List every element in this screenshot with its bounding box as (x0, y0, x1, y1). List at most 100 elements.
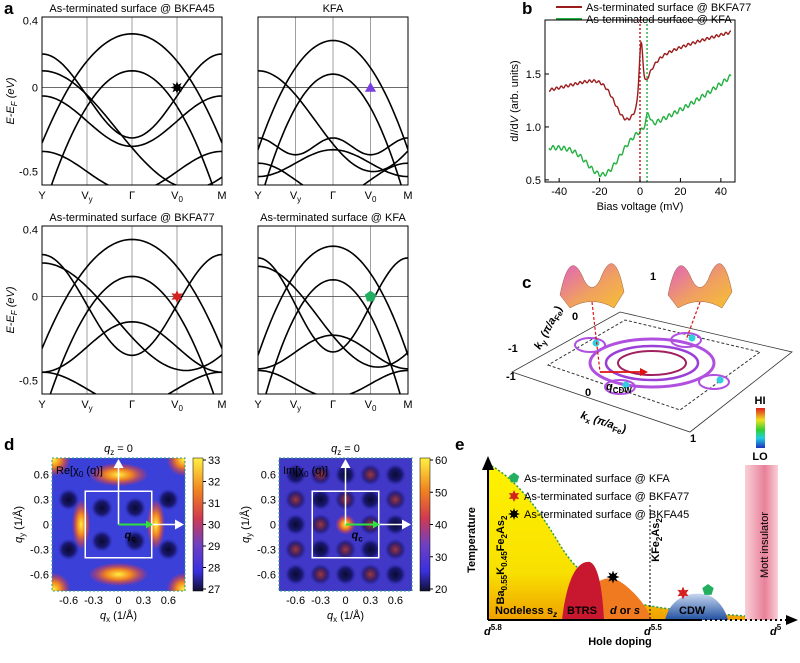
fermi-pocket (670, 332, 702, 348)
hot-region (166, 572, 185, 591)
text-part: (1/Å) (110, 609, 137, 622)
colorbar (756, 408, 765, 448)
text-part: V (365, 399, 373, 411)
y-tick-label: 0.5 (526, 175, 541, 187)
cold-region (157, 538, 180, 561)
text-part: (1/Å) (12, 506, 25, 533)
arrowhead (340, 459, 351, 468)
cold-region (384, 463, 407, 486)
arrowhead (145, 520, 153, 529)
text-part: BTRS (567, 605, 597, 617)
text-part: 5.5 (651, 623, 663, 632)
kx-tick-label: 1 (690, 433, 696, 445)
arrowhead (175, 519, 184, 530)
x-tick-label: 0.6 (388, 595, 403, 607)
marker-star (677, 586, 689, 600)
text-part: = 0 (114, 443, 133, 455)
colorbar-tick-label: 20 (435, 584, 447, 596)
colorbar-label: HI (755, 395, 766, 407)
text-part: /d (509, 123, 521, 132)
y-tick-label: 0.6 (261, 470, 276, 482)
text-part: y (89, 404, 93, 413)
text-part: Γ (129, 190, 135, 202)
text-part: 0.45 (500, 551, 509, 567)
plot-title: As-terminated surface @ BKFA45 (49, 3, 214, 15)
text-part: M (403, 190, 412, 202)
nodeless-region (488, 464, 745, 620)
y-tick-label: 0.4 (23, 15, 38, 27)
band (258, 162, 408, 185)
text-part: q (13, 536, 25, 543)
text-part: As (650, 523, 662, 537)
y-tick-label: 0 (32, 83, 38, 95)
marker-triangle (364, 82, 377, 92)
fermi-pocket (574, 337, 606, 353)
text-part: ) (621, 423, 629, 436)
text-part: Nodeless s (495, 605, 553, 617)
text-part: V (81, 190, 89, 202)
text-part: CDW (679, 605, 706, 617)
region-label: Mott insulator (759, 512, 771, 578)
text-part: Y (38, 399, 46, 411)
band (42, 53, 222, 139)
text-part: s (634, 605, 640, 617)
text-part: (q)] (309, 465, 329, 477)
legend-label: As-terminated surface @ BKFA45 (524, 509, 689, 521)
cold-region (384, 563, 407, 586)
colorbar-tick-label: 30 (435, 552, 447, 564)
warm-region (312, 516, 329, 533)
text-part: 2 (655, 536, 664, 541)
projection-line (591, 301, 601, 373)
hot-region (52, 458, 71, 477)
spectrum-curve (548, 74, 732, 178)
band (258, 257, 408, 353)
text-part: d (509, 136, 521, 142)
x-tick-label: V0 (365, 190, 377, 204)
y-tick-label: 1.5 (526, 69, 541, 81)
text-part: 2 (500, 515, 509, 520)
legend-label: As-terminated surface @ BKFA77 (586, 2, 751, 14)
text-part: 0.55 (500, 574, 509, 590)
text-part: V (171, 399, 179, 411)
text-part: q (606, 381, 613, 393)
text-part: I (509, 132, 521, 135)
cold-region (284, 563, 307, 586)
text-part: Y (254, 190, 262, 202)
band (258, 245, 408, 356)
cold-region (359, 488, 382, 511)
cdw-dome (665, 593, 728, 620)
hot-spot (592, 339, 600, 347)
text-part: k (579, 409, 589, 423)
text-part: Fe (611, 425, 623, 437)
cold-region (57, 488, 80, 511)
colorbar (192, 457, 204, 592)
text-part: x (584, 416, 592, 426)
y-tick-label: 0.3 (34, 495, 49, 507)
text-part: c (131, 535, 136, 544)
warm-region (312, 566, 329, 583)
text-part: d (610, 605, 617, 617)
text-part: As (495, 520, 507, 534)
y-tick-label: 0.3 (261, 495, 276, 507)
band (264, 73, 402, 185)
text-part: (π/a (589, 413, 615, 432)
region-label: Nodeless sz (495, 605, 557, 619)
text-part: (eV) (5, 286, 17, 310)
band (42, 253, 222, 357)
text-part: (1/Å) (239, 506, 252, 533)
text-part: x (106, 615, 110, 624)
bz-square (546, 319, 762, 411)
marker-pentagon (364, 290, 377, 302)
plot-frame (257, 225, 409, 395)
x-tick-label: 0 (342, 595, 348, 607)
panel-label: e (455, 435, 464, 454)
x-tick-label: V0 (171, 190, 183, 204)
x-tick-label: Vy (81, 190, 92, 204)
text-part: Γ (129, 399, 135, 411)
x-tick-label: 0.3 (363, 595, 378, 607)
fermi-ring (604, 344, 700, 382)
fermi-ring (588, 337, 716, 389)
band (42, 262, 222, 372)
cold-region (91, 530, 113, 552)
cold-region (124, 497, 146, 519)
